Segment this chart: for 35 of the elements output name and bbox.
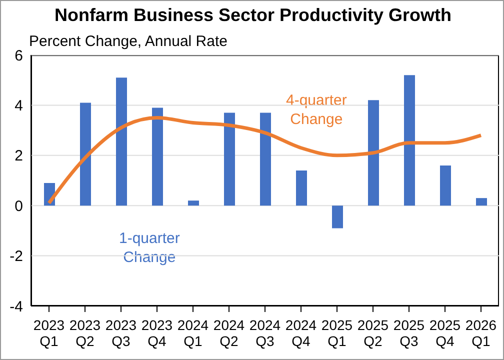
bar [476, 198, 487, 206]
bar [332, 206, 343, 228]
bar [116, 78, 127, 206]
y-tick-label: 2 [14, 148, 23, 165]
x-tick-label: 2025 Q3 [393, 317, 425, 349]
bar [368, 100, 379, 206]
y-tick-label: 4 [14, 98, 23, 115]
bar [296, 170, 307, 206]
x-tick-label: 2025 Q4 [429, 317, 461, 349]
x-tick-label: 2026 Q1 [465, 317, 497, 349]
x-tick-label: 2023 Q2 [69, 317, 101, 349]
bar [440, 165, 451, 206]
x-tick-label: 2025 Q1 [321, 317, 353, 349]
x-tick-label: 2025 Q2 [357, 317, 389, 349]
bar [152, 108, 163, 206]
y-tick-label: -2 [10, 248, 23, 266]
bar [260, 112, 271, 206]
x-tick-label: 2024 Q3 [249, 317, 281, 349]
x-tick-label: 2024 Q1 [177, 317, 209, 349]
bar [404, 75, 415, 206]
y-axis-title: Percent Change, Annual Rate [29, 33, 228, 50]
x-tick-label: 2023 Q1 [33, 317, 65, 349]
x-tick-label: 2024 Q4 [285, 317, 317, 349]
series-label: 1-quarter Change [119, 229, 180, 267]
bar [188, 200, 199, 206]
bar [224, 112, 235, 206]
series-label: 4-quarter Change [286, 91, 347, 129]
chart-title: Nonfarm Business Sector Productivity Growth [53, 5, 453, 26]
x-tick-label: 2023 Q3 [105, 317, 137, 349]
y-tick-label: 0 [14, 198, 23, 215]
y-tick-label: -4 [10, 298, 23, 316]
y-tick-label: 6 [14, 47, 23, 64]
x-tick-label: 2024 Q2 [213, 317, 245, 349]
bar [80, 102, 91, 206]
x-tick-label: 2023 Q4 [141, 317, 173, 349]
